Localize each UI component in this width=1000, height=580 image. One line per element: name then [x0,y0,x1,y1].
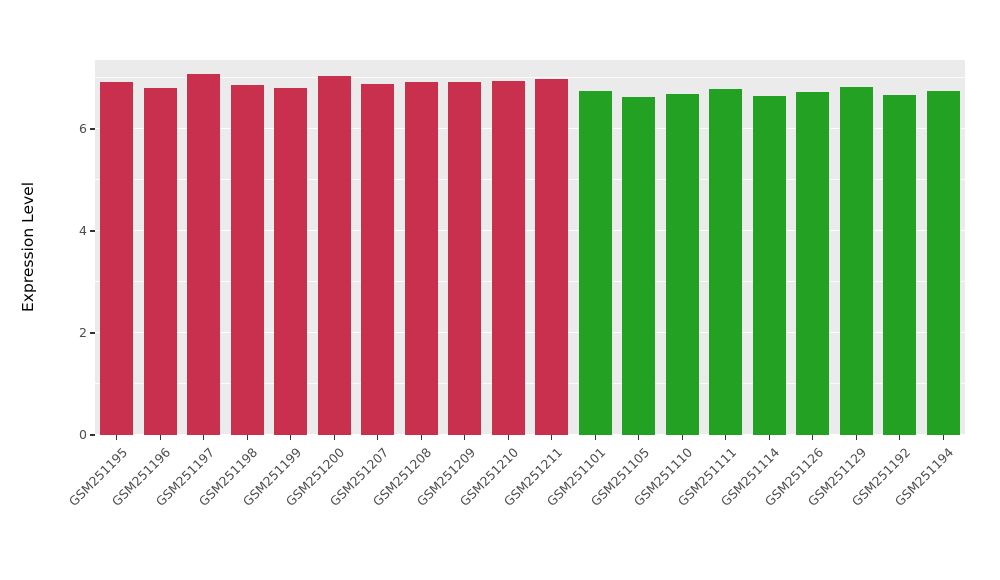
bar-GSM251192 [883,94,917,435]
bar-slot [269,60,313,435]
bar-GSM251101 [578,90,612,435]
bar-GSM251195 [100,81,134,435]
gridline-minor [95,77,965,78]
bar-GSM251199 [274,88,308,435]
y-tick-mark [90,434,95,436]
bar-GSM251208 [404,81,438,435]
x-tick-mark [203,435,205,440]
x-tick-mark [159,435,161,440]
x-tick-mark [333,435,335,440]
x-tick-mark [899,435,901,440]
bar-slot [791,60,835,435]
bar-GSM251126 [796,91,830,435]
bar-GSM251207 [361,83,395,435]
x-tick-mark [551,435,553,440]
y-tick-label: 4 [79,222,87,238]
bar-slot [878,60,922,435]
y-tick-label: 2 [79,324,87,340]
bar-slot [443,60,487,435]
y-tick-mark [90,128,95,130]
gridline-major [95,331,965,333]
bar-GSM251196 [143,88,177,435]
bar-GSM251210 [491,80,525,435]
bar-GSM251198 [230,85,264,435]
bar-GSM251129 [839,87,873,435]
x-tick-mark [725,435,727,440]
x-tick-mark [942,435,944,440]
bar-slot [617,60,661,435]
plot-panel [95,60,965,435]
bar-GSM251209 [448,81,482,435]
bar-slot [182,60,226,435]
bar-slot [661,60,705,435]
y-tick-mark [90,230,95,232]
x-tick-mark [290,435,292,440]
bar-slot [922,60,966,435]
bar-GSM251197 [187,73,221,435]
bar-GSM251114 [752,95,786,435]
bar-slot [487,60,531,435]
x-tick-mark [377,435,379,440]
gridline-minor [95,179,965,180]
bar-GSM251211 [535,78,569,435]
bar-GSM251105 [622,96,656,435]
bar-GSM251111 [709,89,743,435]
y-tick-mark [90,332,95,334]
gridline-major [95,229,965,231]
x-tick-mark [420,435,422,440]
x-tick-mark [855,435,857,440]
y-tick-label: 0 [79,427,87,442]
x-tick-mark [812,435,814,440]
bar-slot [226,60,270,435]
bar-GSM251194 [926,90,960,435]
bar-slot [704,60,748,435]
bar-slot [139,60,183,435]
gridline-minor [95,383,965,384]
x-tick-mark [594,435,596,440]
x-tick-mark [638,435,640,440]
bar-slot [530,60,574,435]
bar-slot [313,60,357,435]
bar-slot [95,60,139,435]
x-tick-mark [464,435,466,440]
gridline-major [95,127,965,129]
gridline-minor [95,281,965,282]
bar-slot [835,60,879,435]
x-tick-mark [681,435,683,440]
x-tick-mark [116,435,118,440]
bar-GSM251110 [665,93,699,435]
bars-container [95,60,965,435]
bar-slot [574,60,618,435]
x-tick-mark [768,435,770,440]
bar-slot [400,60,444,435]
bar-GSM251200 [317,75,351,435]
gridline-major [95,433,965,435]
x-tick-mark [507,435,509,440]
x-tick-mark [246,435,248,440]
bar-slot [356,60,400,435]
y-tick-label: 6 [79,120,87,136]
bar-slot [748,60,792,435]
